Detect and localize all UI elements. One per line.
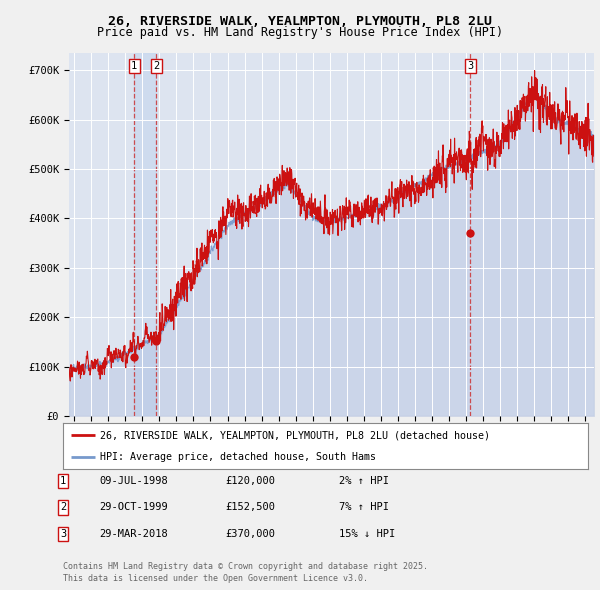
Text: 29-MAR-2018: 29-MAR-2018 <box>99 529 168 539</box>
Text: £370,000: £370,000 <box>225 529 275 539</box>
Text: £152,500: £152,500 <box>225 503 275 512</box>
Text: 15% ↓ HPI: 15% ↓ HPI <box>339 529 395 539</box>
Text: 26, RIVERSIDE WALK, YEALMPTON, PLYMOUTH, PL8 2LU (detached house): 26, RIVERSIDE WALK, YEALMPTON, PLYMOUTH,… <box>100 431 490 441</box>
Text: 2: 2 <box>154 61 160 71</box>
Text: 3: 3 <box>467 61 473 71</box>
Text: 3: 3 <box>60 529 66 539</box>
Text: £120,000: £120,000 <box>225 476 275 486</box>
Text: 29-OCT-1999: 29-OCT-1999 <box>99 503 168 512</box>
Text: 7% ↑ HPI: 7% ↑ HPI <box>339 503 389 512</box>
Text: 1: 1 <box>60 476 66 486</box>
Text: 26, RIVERSIDE WALK, YEALMPTON, PLYMOUTH, PL8 2LU: 26, RIVERSIDE WALK, YEALMPTON, PLYMOUTH,… <box>108 15 492 28</box>
Text: Price paid vs. HM Land Registry's House Price Index (HPI): Price paid vs. HM Land Registry's House … <box>97 26 503 39</box>
Text: 09-JUL-1998: 09-JUL-1998 <box>99 476 168 486</box>
Text: 2: 2 <box>60 503 66 512</box>
Text: 2% ↑ HPI: 2% ↑ HPI <box>339 476 389 486</box>
Text: HPI: Average price, detached house, South Hams: HPI: Average price, detached house, Sout… <box>100 451 376 461</box>
Text: 1: 1 <box>131 61 137 71</box>
Bar <box>134 53 157 416</box>
Text: Contains HM Land Registry data © Crown copyright and database right 2025.
This d: Contains HM Land Registry data © Crown c… <box>63 562 428 583</box>
